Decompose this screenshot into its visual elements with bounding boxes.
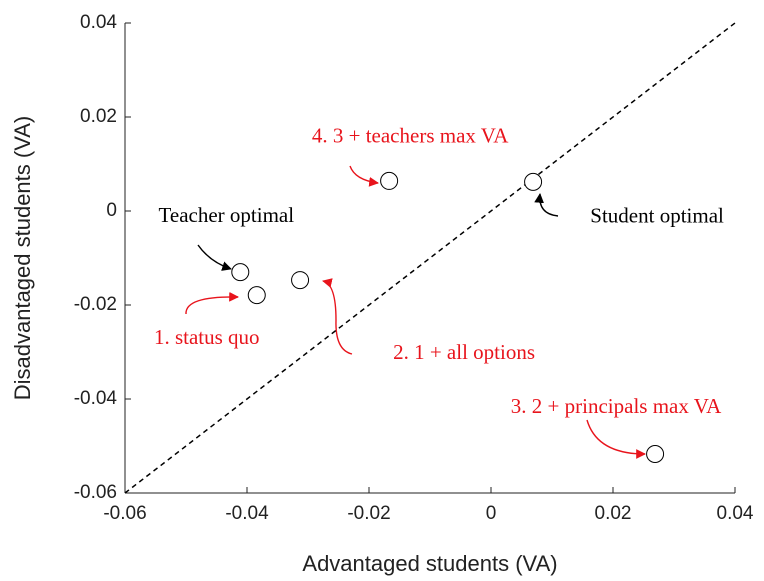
arrows — [185, 165, 646, 459]
annotation: 3. 2 + principals max VA — [511, 394, 722, 418]
arrow — [322, 278, 353, 355]
annotation: 1. status quo — [154, 325, 260, 349]
y-tick-label: -0.02 — [74, 294, 117, 315]
arrow — [197, 244, 232, 271]
x-axis-label: Advantaged students (VA) — [302, 551, 557, 576]
arrow — [586, 419, 646, 459]
point — [247, 286, 266, 305]
point — [646, 444, 665, 463]
annotation: 4. 3 + teachers max VA — [312, 124, 509, 148]
annotation: Student optimal — [590, 204, 724, 228]
diagonal — [124, 22, 736, 494]
x-tick-label: 0 — [486, 503, 497, 524]
arrow — [349, 165, 379, 187]
y-tick-label: 0.04 — [80, 12, 117, 33]
point — [524, 172, 543, 191]
x-tick-label: -0.04 — [225, 503, 269, 524]
annotation: 2. 1 + all options — [393, 340, 535, 364]
arrow — [185, 291, 239, 315]
y-tick-label: 0.02 — [80, 106, 117, 127]
x-tick-label: 0.02 — [595, 503, 632, 524]
x-tick-label: -0.02 — [347, 503, 390, 524]
y-tick-label: 0 — [106, 200, 117, 221]
y-axis-label: Disadvantaged students (VA) — [10, 116, 35, 401]
x-tick-label: 0.04 — [717, 503, 754, 524]
point — [291, 271, 310, 290]
y-tick-label: -0.06 — [74, 482, 117, 503]
x-tick-label: -0.06 — [103, 503, 146, 524]
arrow — [534, 193, 559, 217]
annotation: Teacher optimal — [159, 203, 295, 227]
point — [231, 263, 250, 282]
point — [380, 171, 399, 190]
y-tick-label: -0.04 — [74, 388, 118, 409]
